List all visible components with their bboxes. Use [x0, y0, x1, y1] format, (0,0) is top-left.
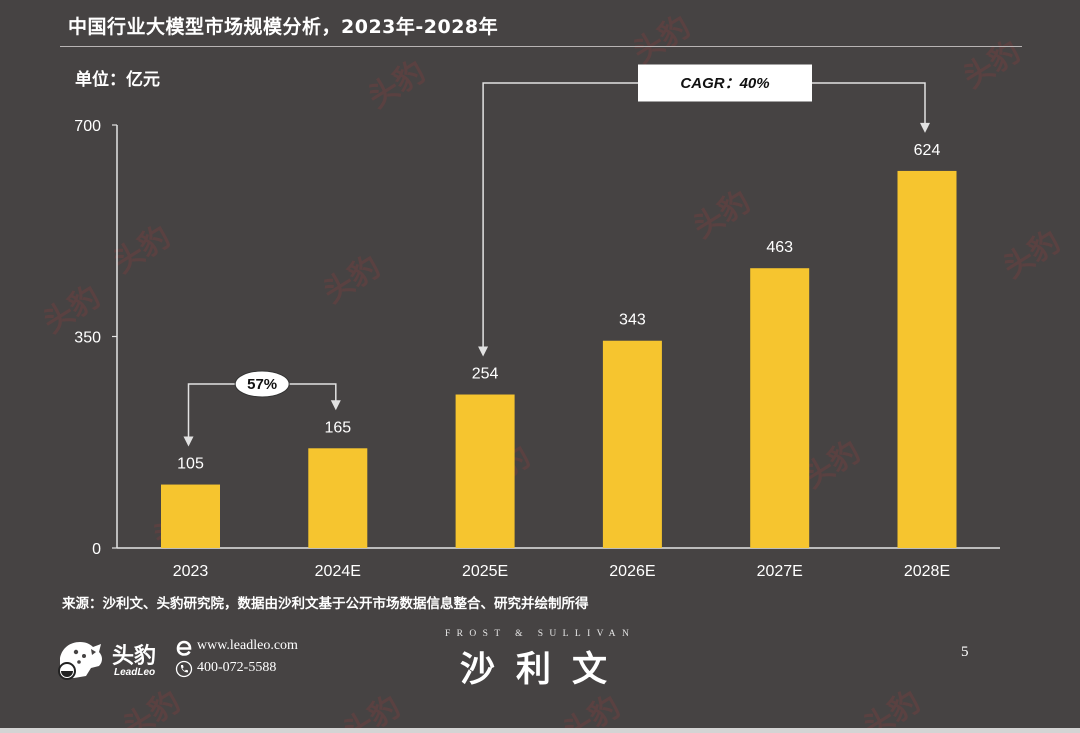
bar-2028E	[897, 170, 957, 548]
data-label-2023: 105	[177, 456, 204, 473]
annotation-arrowhead	[920, 122, 930, 133]
annotation-label-box	[638, 64, 812, 102]
annotation-label-box	[234, 370, 290, 398]
x-tick-label-2026E: 2026E	[609, 563, 655, 580]
source-note: 来源：沙利文、头豹研究院，数据由沙利文基于公开市场数据信息整合、研究并绘制所得	[62, 596, 589, 612]
annotation-label: CAGR：40%	[680, 75, 769, 92]
partner-name-en: FROST & SULLIVAN	[445, 629, 636, 639]
page-title: 中国行业大模型市场规模分析，2023年-2028年	[68, 16, 499, 38]
x-tick-label-2027E: 2027E	[757, 563, 803, 580]
annotation-arrowhead	[330, 400, 341, 411]
bar-2027E	[750, 268, 810, 548]
logo-name: 头豹	[112, 644, 157, 669]
bar-2026E	[602, 340, 662, 548]
title-divider	[60, 46, 1022, 47]
bar-2025E	[455, 394, 515, 548]
partner-name-cn: 沙利文	[460, 650, 629, 690]
bar-2023	[161, 484, 220, 548]
data-label-2025E: 254	[472, 366, 499, 383]
phone-icon	[175, 660, 193, 678]
web-e-icon	[176, 640, 192, 656]
unit-label: 单位：亿元	[75, 70, 160, 90]
y-tick-label: 700	[74, 118, 101, 135]
x-tick-label-2025E: 2025E	[462, 563, 508, 580]
bar-2024E	[308, 448, 368, 548]
x-tick-label-2028E: 2028E	[904, 563, 950, 580]
page-number: 5	[961, 644, 969, 660]
website-link[interactable]: www.leadleo.com	[197, 638, 298, 653]
x-tick-label-2023: 2023	[173, 563, 209, 580]
logo-subtitle: LeadLeo	[114, 667, 156, 678]
x-tick-label-2024E: 2024E	[315, 563, 361, 580]
annotation-arrowhead	[183, 436, 194, 447]
annotation-bracket-line	[482, 82, 926, 349]
annotation-label: 57%	[247, 376, 277, 393]
leadleo-logo-icon	[58, 642, 102, 680]
data-label-2027E: 463	[766, 239, 793, 256]
data-label-2026E: 343	[619, 312, 646, 329]
y-tick-label: 0	[92, 541, 101, 558]
data-label-2028E: 624	[914, 142, 941, 159]
data-label-2024E: 165	[324, 419, 351, 436]
phone-number: 400-072-5588	[197, 660, 277, 675]
y-tick-label: 350	[74, 330, 101, 347]
annotation-arrowhead	[478, 346, 489, 357]
